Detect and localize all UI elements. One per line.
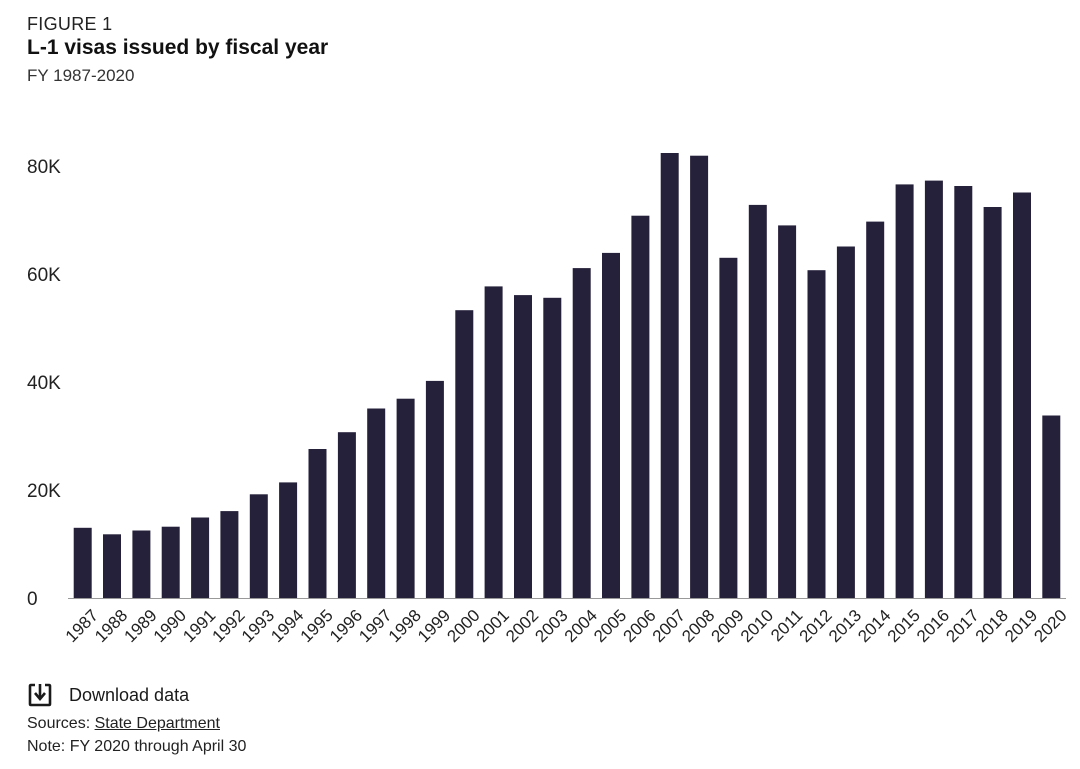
y-tick-label: 20K xyxy=(27,481,61,502)
x-tick-label: 2007 xyxy=(649,606,689,646)
bar-2007 xyxy=(660,153,679,598)
bar-2017 xyxy=(954,186,973,598)
bar-1990 xyxy=(161,526,180,598)
bar-1987 xyxy=(73,527,92,598)
note: Note: FY 2020 through April 30 xyxy=(27,738,247,755)
bar-2013 xyxy=(836,246,855,598)
download-icon xyxy=(27,682,53,708)
x-tick-label: 1993 xyxy=(238,606,278,646)
x-tick-label: 2004 xyxy=(561,606,601,646)
x-tick-label: 1996 xyxy=(326,606,366,646)
x-tick-label: 2006 xyxy=(620,606,660,646)
bar-2006 xyxy=(631,215,650,598)
bar-2008 xyxy=(690,155,709,598)
x-tick-label: 2019 xyxy=(1001,606,1041,646)
x-tick-label: 2005 xyxy=(590,606,630,646)
sources-prefix: Sources: xyxy=(27,715,91,732)
x-tick-label: 2016 xyxy=(913,606,953,646)
x-tick-label: 1991 xyxy=(179,606,219,646)
y-tick-label: 40K xyxy=(27,373,61,394)
bar-1989 xyxy=(132,530,151,598)
bar-1995 xyxy=(308,449,327,598)
bar-2009 xyxy=(719,257,738,598)
chart-subtitle: FY 1987-2020 xyxy=(27,66,135,85)
x-tick-label: 2015 xyxy=(884,606,924,646)
figure-label: FIGURE 1 xyxy=(27,14,113,34)
x-tick-label: 1989 xyxy=(121,606,161,646)
bar-2016 xyxy=(924,180,943,598)
sources-line: Sources: State Department xyxy=(27,715,220,733)
bar-1992 xyxy=(220,511,239,598)
bars xyxy=(73,153,1061,598)
bar-2002 xyxy=(514,295,532,598)
bar-1991 xyxy=(191,517,210,598)
x-tick-label: 1999 xyxy=(414,606,454,646)
x-tick-label: 2013 xyxy=(825,606,865,646)
x-tick-label: 2008 xyxy=(678,606,718,646)
chart-title: L-1 visas issued by fiscal year xyxy=(27,36,329,59)
x-tick-label: 2011 xyxy=(767,606,806,645)
bar-2001 xyxy=(484,286,503,598)
x-tick-label: 1997 xyxy=(355,606,395,646)
x-tick-label: 1994 xyxy=(267,606,307,646)
x-tick-label: 2020 xyxy=(1030,606,1070,646)
bar-1994 xyxy=(279,482,298,598)
x-tick-label: 1990 xyxy=(150,606,190,646)
bar-1988 xyxy=(103,534,121,598)
x-tick-label: 2002 xyxy=(502,606,542,646)
bar-2020 xyxy=(1042,415,1061,598)
x-tick-label: 2018 xyxy=(972,606,1012,646)
bar-2019 xyxy=(1013,192,1031,598)
x-tick-label: 2017 xyxy=(942,606,982,646)
bar-2004 xyxy=(572,268,591,598)
y-axis-labels: 0 20K 40K 60K 80K xyxy=(27,157,61,610)
bar-1998 xyxy=(396,398,415,598)
bar-2005 xyxy=(602,252,620,598)
download-data-button[interactable]: Download data xyxy=(27,682,189,708)
bar-2000 xyxy=(455,310,474,598)
x-tick-label: 1995 xyxy=(297,606,337,646)
bar-1999 xyxy=(425,380,444,598)
y-tick-label: 80K xyxy=(27,157,61,178)
bar-2012 xyxy=(807,270,826,598)
bar-1996 xyxy=(337,432,356,598)
download-label: Download data xyxy=(69,684,190,705)
sources-link[interactable]: State Department xyxy=(94,715,220,732)
x-tick-label: 1987 xyxy=(62,606,102,646)
bar-2018 xyxy=(983,207,1002,598)
bar-2010 xyxy=(748,204,767,598)
y-tick-label: 0 xyxy=(27,589,38,610)
bar-2014 xyxy=(866,221,885,598)
x-tick-label: 2012 xyxy=(796,606,836,646)
x-tick-label: 2014 xyxy=(854,606,894,646)
x-axis-labels: 1987198819891990199119921993199419951996… xyxy=(62,606,1071,646)
x-tick-label: 2009 xyxy=(708,606,748,646)
x-tick-label: 2000 xyxy=(443,606,483,646)
x-tick-label: 2001 xyxy=(473,606,513,646)
x-tick-label: 2010 xyxy=(737,606,777,646)
bar-1997 xyxy=(367,408,386,598)
x-tick-label: 2003 xyxy=(531,606,571,646)
x-tick-label: 1998 xyxy=(385,606,425,646)
bar-2011 xyxy=(778,225,797,598)
bar-2015 xyxy=(895,184,914,598)
bar-2003 xyxy=(543,297,562,598)
x-tick-label: 1988 xyxy=(91,606,131,646)
bar-1993 xyxy=(249,494,268,598)
x-tick-label: 1992 xyxy=(209,606,249,646)
y-tick-label: 60K xyxy=(27,265,61,286)
